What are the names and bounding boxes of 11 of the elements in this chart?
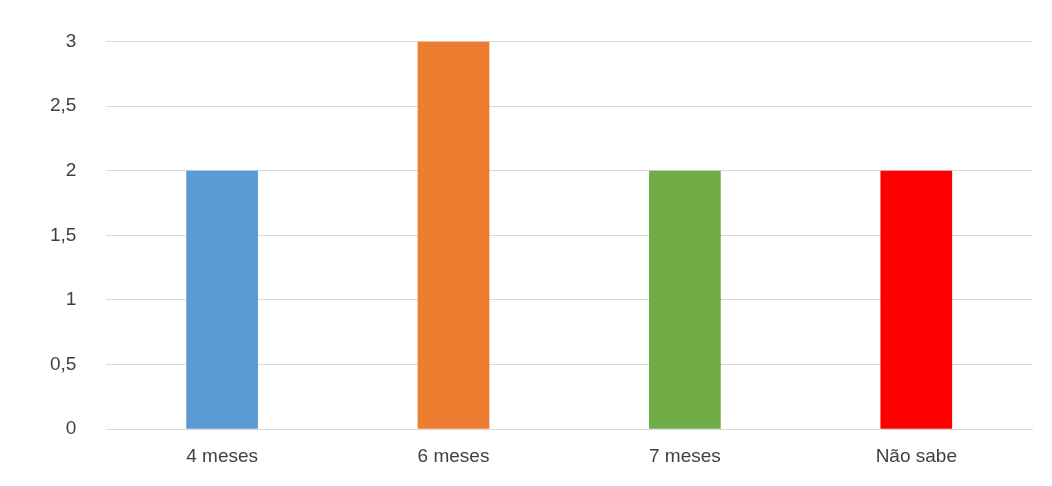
y-tick-label: 2 [65,158,77,180]
y-tick-label: 3 [65,29,77,51]
y-tick-label: 2,5 [49,94,77,116]
y-tick-label: 0,5 [49,352,77,374]
x-tick-label: Não sabe [875,444,957,466]
y-tick-label: 1 [65,288,77,310]
y-tick-label: 1,5 [49,223,77,245]
x-tick-label: 7 meses [649,444,721,466]
x-tick-label: 6 meses [417,444,490,466]
y-tick-label: 0 [65,417,77,439]
x-tick-label: 4 meses [186,444,259,466]
